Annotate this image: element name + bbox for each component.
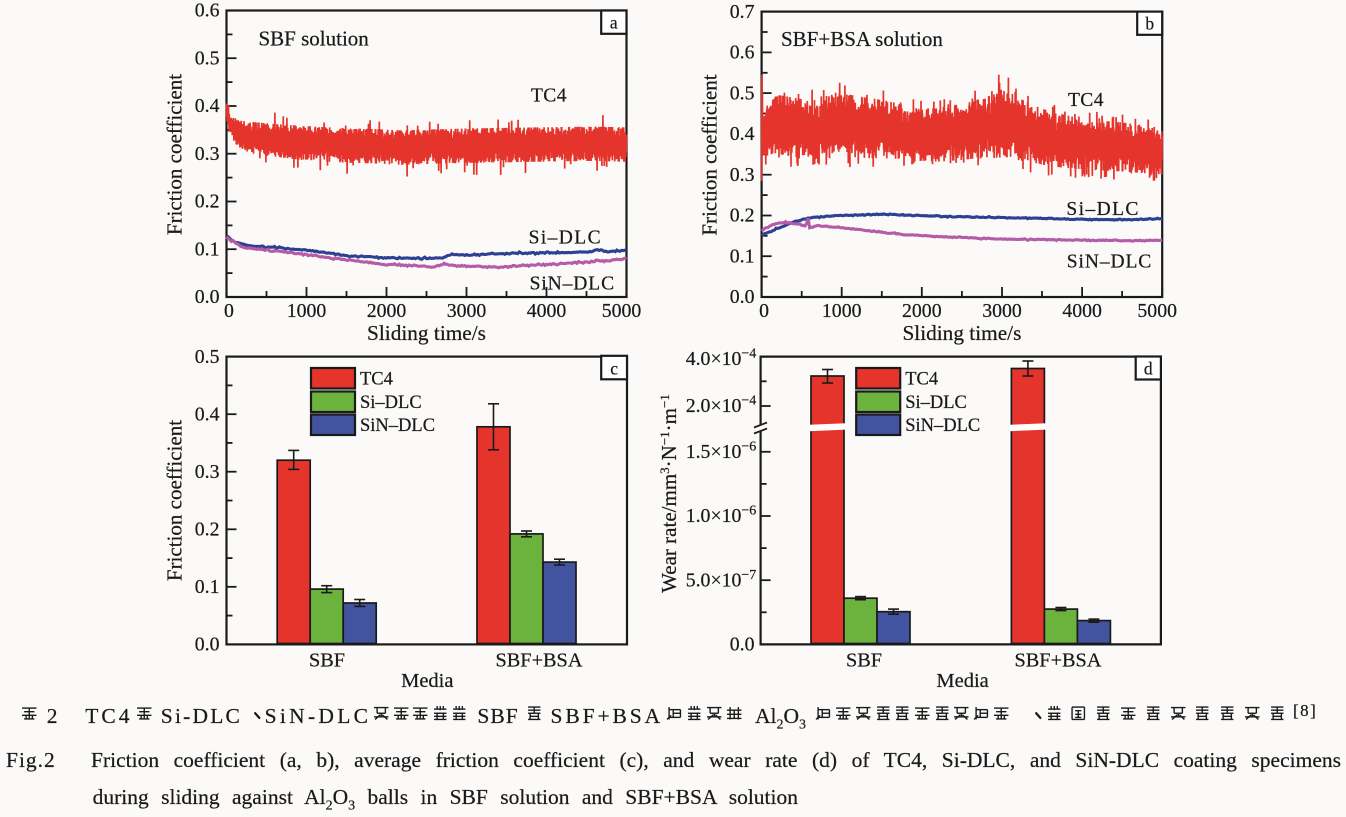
svg-text:0.6: 0.6 [195, 0, 220, 22]
svg-text:0.5: 0.5 [195, 48, 220, 70]
svg-text:Sliding time/s: Sliding time/s [367, 321, 486, 345]
svg-text:TC4: TC4 [531, 85, 567, 106]
svg-text:4.0×10−4: 4.0×10−4 [686, 346, 757, 370]
svg-text:5000: 5000 [602, 300, 642, 322]
svg-text:b: b [1145, 14, 1154, 34]
svg-text:1.5×10−6: 1.5×10−6 [686, 440, 757, 464]
svg-text:0.3: 0.3 [195, 143, 220, 165]
svg-text:0.2: 0.2 [195, 191, 220, 213]
svg-text:SiN–DLC: SiN–DLC [1067, 252, 1152, 273]
svg-text:TC4: TC4 [1068, 90, 1104, 111]
svg-text:0.4: 0.4 [730, 123, 755, 145]
svg-text:SBF solution: SBF solution [259, 27, 370, 51]
svg-text:0.1: 0.1 [730, 245, 755, 267]
svg-text:Si–DLC: Si–DLC [905, 393, 967, 413]
svg-text:0.3: 0.3 [195, 461, 220, 483]
svg-text:0.0: 0.0 [195, 286, 220, 308]
svg-text:0.0: 0.0 [195, 634, 220, 656]
svg-text:5000: 5000 [1137, 300, 1177, 322]
svg-text:0.4: 0.4 [195, 403, 220, 425]
svg-text:3000: 3000 [447, 300, 487, 322]
svg-text:1.0×10−6: 1.0×10−6 [686, 504, 757, 528]
svg-text:SBF: SBF [309, 650, 345, 672]
svg-text:SiN–DLC: SiN–DLC [905, 416, 980, 436]
svg-text:1000: 1000 [287, 300, 327, 322]
svg-text:0.5: 0.5 [730, 82, 755, 104]
svg-text:Si–DLC: Si–DLC [1066, 199, 1139, 220]
svg-text:0.5: 0.5 [195, 346, 220, 368]
svg-text:SBF+BSA: SBF+BSA [1015, 650, 1102, 672]
svg-text:0.1: 0.1 [195, 238, 220, 260]
svg-text:3000: 3000 [982, 300, 1022, 322]
svg-text:SBF+BSA solution: SBF+BSA solution [781, 27, 943, 51]
svg-text:0.7: 0.7 [730, 1, 755, 23]
svg-text:SBF+BSA: SBF+BSA [496, 650, 583, 672]
svg-text:0.2: 0.2 [730, 205, 755, 227]
svg-text:2000: 2000 [367, 300, 407, 322]
svg-text:TC4: TC4 [905, 370, 938, 390]
svg-text:5.0×10−7: 5.0×10−7 [686, 568, 757, 592]
svg-text:4000: 4000 [527, 300, 567, 322]
svg-text:SiN–DLC: SiN–DLC [360, 416, 435, 436]
svg-text:0.3: 0.3 [730, 164, 755, 186]
svg-text:d: d [1144, 359, 1153, 379]
svg-text:Sliding time/s: Sliding time/s [902, 321, 1021, 345]
svg-text:SBF: SBF [846, 650, 882, 672]
svg-text:0.1: 0.1 [195, 576, 220, 598]
svg-text:2000: 2000 [902, 300, 942, 322]
svg-text:Si–DLC: Si–DLC [360, 393, 422, 413]
svg-text:Friction coefficient: Friction coefficient [698, 74, 722, 235]
svg-text:c: c [610, 358, 618, 378]
svg-text:0.0: 0.0 [730, 286, 755, 308]
svg-text:2.0×10−4: 2.0×10−4 [686, 394, 757, 418]
svg-text:0.2: 0.2 [195, 519, 220, 541]
svg-text:Si–DLC: Si–DLC [529, 228, 602, 249]
svg-text:TC4: TC4 [360, 370, 393, 390]
svg-text:4000: 4000 [1062, 300, 1102, 322]
svg-text:0.6: 0.6 [730, 42, 755, 64]
svg-text:Media: Media [401, 670, 453, 692]
svg-text:SiN–DLC: SiN–DLC [530, 273, 615, 294]
svg-text:1000: 1000 [822, 300, 862, 322]
svg-text:0.0: 0.0 [730, 634, 755, 656]
svg-text:0: 0 [759, 300, 769, 322]
svg-text:Wear rate/mm3·N−1·m−1: Wear rate/mm3·N−1·m−1 [657, 394, 681, 593]
svg-text:a: a [610, 13, 618, 33]
svg-text:Media: Media [936, 670, 988, 692]
svg-text:0: 0 [224, 300, 234, 322]
svg-text:Friction coefficient: Friction coefficient [163, 74, 187, 235]
svg-text:0.4: 0.4 [195, 95, 220, 117]
svg-text:Friction coefficient: Friction coefficient [163, 420, 187, 581]
